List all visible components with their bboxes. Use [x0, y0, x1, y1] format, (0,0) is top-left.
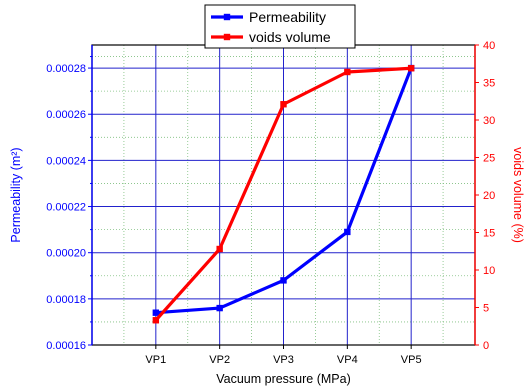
x-tick-label: VP3 — [273, 354, 294, 366]
legend-label: voids volume — [249, 29, 331, 45]
left-axis-label: Permeability (m²) — [9, 147, 23, 242]
x-tick-label: VP1 — [145, 354, 166, 366]
data-point — [280, 277, 287, 284]
data-point — [344, 228, 351, 236]
series-layer — [152, 64, 415, 324]
x-axis-label: Vacuum pressure (MPa) — [216, 372, 351, 386]
data-point — [407, 65, 415, 72]
left-tick-label: 0.00022 — [46, 202, 86, 214]
right-tick-label: 40 — [483, 40, 495, 52]
data-point — [152, 317, 160, 324]
right-tick-label: 15 — [483, 228, 495, 240]
right-axis-label: voids volume (%) — [511, 147, 525, 243]
legend-label: Permeability — [249, 9, 326, 25]
right-tick-label: 30 — [483, 115, 495, 127]
data-point — [216, 245, 223, 253]
right-tick-label: 0 — [483, 340, 489, 352]
legend-swatch-marker — [223, 33, 231, 41]
data-point — [216, 304, 223, 312]
legend: Permeability voids volume — [204, 4, 356, 49]
right-tick-label: 10 — [483, 265, 495, 277]
left-tick-label: 0.00020 — [46, 248, 86, 260]
legend-swatch-marker — [223, 13, 231, 21]
right-tick-label: 35 — [483, 78, 495, 90]
left-tick-label: 0.00028 — [46, 63, 86, 75]
left-tick-label: 0.00018 — [46, 294, 86, 306]
x-tick-label: VP4 — [337, 354, 358, 366]
x-tick-label: VP5 — [401, 354, 422, 366]
data-point — [344, 68, 351, 76]
data-point — [280, 101, 287, 108]
left-tick-label: 0.00026 — [46, 109, 86, 121]
legend-box — [204, 4, 356, 49]
axis-labels: Vacuum pressure (MPa) Permeability (m²) vo… — [9, 147, 525, 386]
right-tick-label: 25 — [483, 153, 495, 165]
grid-layer — [92, 45, 475, 346]
left-tick-label: 0.00024 — [46, 155, 86, 167]
right-tick-label: 5 — [483, 303, 489, 315]
left-tick-label: 0.00016 — [46, 340, 86, 352]
x-tick-label: VP2 — [209, 354, 230, 366]
right-tick-label: 20 — [483, 190, 495, 202]
data-point — [152, 309, 160, 316]
axis-ticks: 0.00016 0.00018 0.00020 0.00022 0.00024 0.000… — [46, 40, 495, 366]
